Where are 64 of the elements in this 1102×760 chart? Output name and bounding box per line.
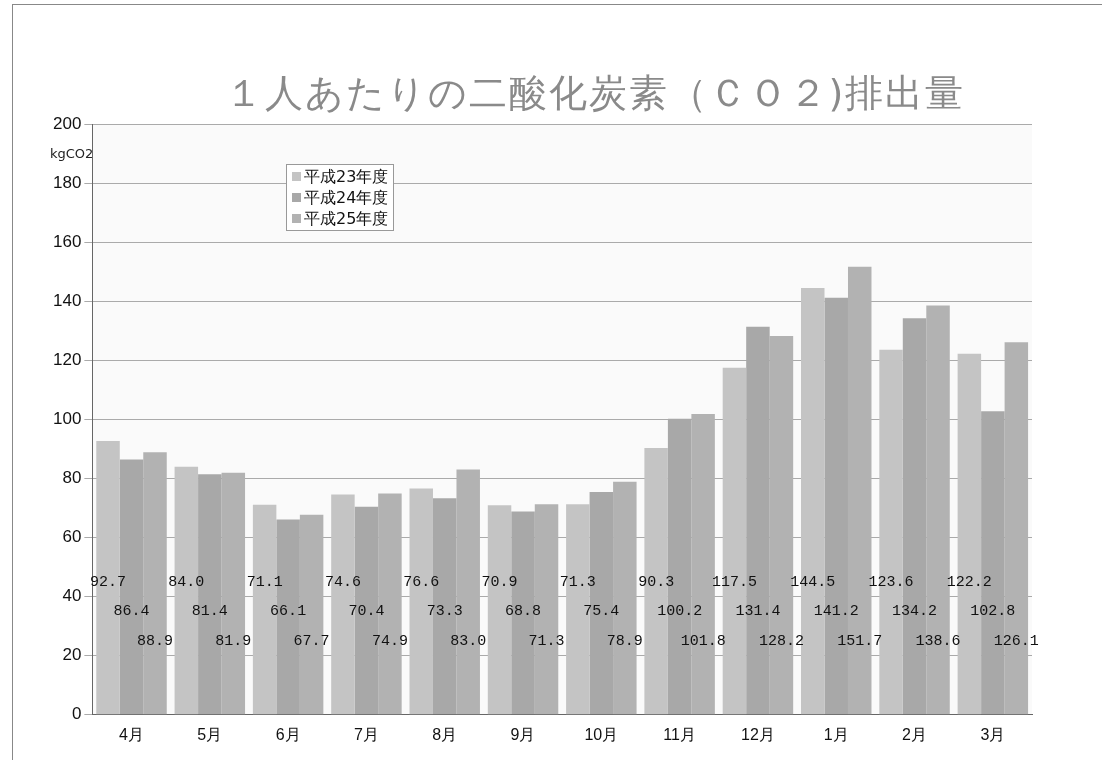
data-label: 71.3 <box>559 573 596 591</box>
data-label: 144.5 <box>790 573 836 591</box>
data-label: 134.2 <box>892 603 938 621</box>
data-label: 92.7 <box>90 573 127 591</box>
legend-label: 平成25年度 <box>303 208 389 229</box>
x-tick-label: 11月 <box>663 725 696 743</box>
data-label: 131.4 <box>735 603 781 621</box>
x-tick-label: 12月 <box>741 725 775 743</box>
legend-label: 平成24年度 <box>303 187 389 208</box>
x-tick-label: 5月 <box>197 725 223 743</box>
y-tick-label: 60 <box>62 527 82 547</box>
data-label: 70.4 <box>348 603 385 621</box>
data-label: 141.2 <box>813 603 859 621</box>
data-label: 71.3 <box>528 632 565 650</box>
y-tick-label: 120 <box>52 350 82 370</box>
data-label: 75.4 <box>583 603 620 621</box>
data-label: 122.2 <box>946 573 992 591</box>
data-label: 74.6 <box>324 573 361 591</box>
y-axis-title: kgCO2 <box>50 146 94 161</box>
data-label: 123.6 <box>868 573 914 591</box>
y-tick-label: 40 <box>62 586 82 606</box>
y-tick-label: 100 <box>52 409 82 429</box>
data-label: 81.4 <box>191 603 228 621</box>
x-tick-label: 6月 <box>275 725 301 743</box>
y-tick-label: 20 <box>62 645 82 665</box>
chart-title: １人あたりの二酸化炭素（ＣＯ２)排出量 <box>223 70 967 117</box>
data-label: 128.2 <box>758 632 804 650</box>
data-label: 102.8 <box>970 603 1016 621</box>
data-label: 81.9 <box>215 632 252 650</box>
data-label: 83.0 <box>450 632 487 650</box>
x-tick-label: 7月 <box>353 725 379 743</box>
data-label: 90.3 <box>638 573 675 591</box>
data-label: 88.9 <box>137 632 174 650</box>
data-label: 138.6 <box>915 632 961 650</box>
data-label: 74.9 <box>371 632 408 650</box>
y-tick-label: 140 <box>52 290 82 310</box>
data-label: 68.8 <box>505 603 542 621</box>
data-label: 84.0 <box>168 573 205 591</box>
y-tick-label: 200 <box>52 113 82 133</box>
x-tick-label: 1月 <box>823 725 849 743</box>
x-tick-label: 9月 <box>510 725 536 743</box>
y-tick-label: 180 <box>52 172 82 192</box>
data-label: 67.7 <box>293 632 330 650</box>
x-tick-label: 8月 <box>432 725 458 743</box>
data-label: 126.1 <box>993 632 1039 650</box>
data-label: 86.4 <box>113 603 150 621</box>
y-tick-label: 0 <box>71 704 82 724</box>
data-label: 71.1 <box>246 573 283 591</box>
y-tick-label: 160 <box>52 231 82 251</box>
data-label: 78.9 <box>606 632 643 650</box>
y-tick-label: 80 <box>62 468 82 488</box>
data-label: 151.7 <box>837 632 883 650</box>
data-label: 70.9 <box>481 573 518 591</box>
data-label: 66.1 <box>270 603 307 621</box>
data-label: 100.2 <box>657 603 703 621</box>
data-label: 73.3 <box>426 603 463 621</box>
x-tick-label: 3月 <box>980 725 1006 743</box>
data-label: 101.8 <box>680 632 726 650</box>
x-tick-label: 4月 <box>119 725 144 743</box>
data-label: 117.5 <box>711 573 757 591</box>
x-tick-label: 2月 <box>902 725 927 743</box>
x-tick-label: 10月 <box>584 725 619 743</box>
data-label: 76.6 <box>403 573 440 591</box>
legend-label: 平成23年度 <box>303 166 389 187</box>
